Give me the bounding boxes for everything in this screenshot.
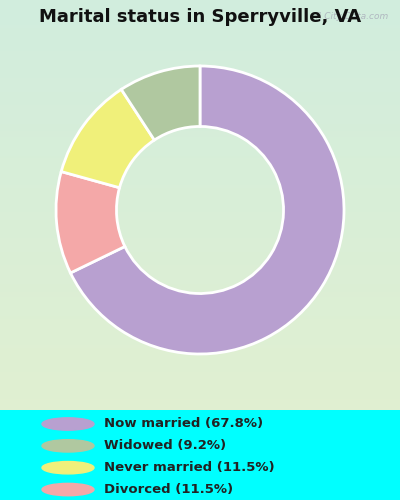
Text: Divorced (11.5%): Divorced (11.5%) (104, 483, 233, 496)
Text: Now married (67.8%): Now married (67.8%) (104, 418, 263, 430)
Text: Marital status in Sperryville, VA: Marital status in Sperryville, VA (39, 8, 361, 26)
Circle shape (42, 462, 94, 474)
Wedge shape (121, 66, 200, 140)
Circle shape (42, 440, 94, 452)
Wedge shape (61, 90, 154, 188)
Circle shape (42, 418, 94, 430)
Text: ⓘ City-Data.com: ⓘ City-Data.com (316, 12, 388, 22)
Text: Widowed (9.2%): Widowed (9.2%) (104, 440, 226, 452)
Circle shape (42, 484, 94, 496)
Text: Never married (11.5%): Never married (11.5%) (104, 461, 275, 474)
Wedge shape (70, 66, 344, 354)
Wedge shape (56, 172, 125, 273)
